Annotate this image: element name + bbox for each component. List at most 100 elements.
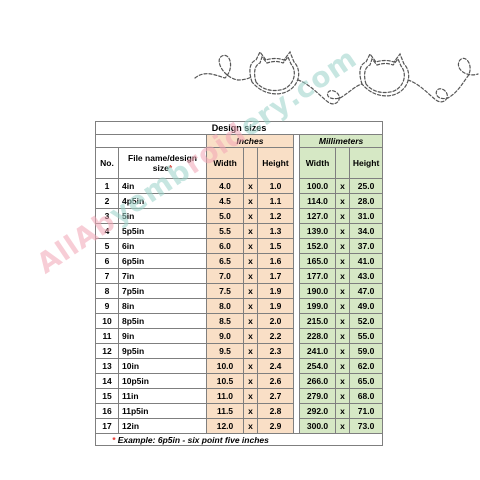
times-separator: x xyxy=(243,358,258,374)
row-number: 8 xyxy=(95,283,119,299)
file-name: 10p5in xyxy=(118,373,207,389)
height-inches: 1.0 xyxy=(257,178,294,194)
height-millimeters: 34.0 xyxy=(348,223,384,239)
height-millimeters: 43.0 xyxy=(348,268,384,284)
height-millimeters: 31.0 xyxy=(348,208,384,224)
table-row: 15 11in 11.0 x 2.7 279.0 x 68.0 xyxy=(95,388,384,404)
width-inches: 9.0 xyxy=(206,328,244,344)
width-millimeters: 228.0 xyxy=(299,328,336,344)
times-separator: x xyxy=(335,373,350,389)
table-row: 4 5p5in 5.5 x 1.3 139.0 x 34.0 xyxy=(95,223,384,239)
row-number: 12 xyxy=(95,343,119,359)
design-sizes-table: Design sizes Inches Millimeters No. File… xyxy=(94,121,384,446)
row-number: 14 xyxy=(95,373,119,389)
row-number: 15 xyxy=(95,388,119,404)
example-note-row: * Example: 6p5in - six point five inches xyxy=(94,433,384,446)
inch-separator-header xyxy=(243,147,258,179)
height-inches: 1.7 xyxy=(257,268,294,284)
height-inches: 2.8 xyxy=(257,403,294,419)
row-number: 10 xyxy=(95,313,119,329)
width-inches: 6.0 xyxy=(206,238,244,254)
file-name: 4in xyxy=(118,178,207,194)
height-inches: 1.3 xyxy=(257,223,294,239)
width-inches: 6.5 xyxy=(206,253,244,269)
table-row: 1 4in 4.0 x 1.0 100.0 x 25.0 xyxy=(95,178,384,194)
times-separator: x xyxy=(243,253,258,269)
width-millimeters: 292.0 xyxy=(299,403,336,419)
width-millimeters: 100.0 xyxy=(299,178,336,194)
row-number: 5 xyxy=(95,238,119,254)
height-millimeters: 25.0 xyxy=(348,178,384,194)
height-millimeters: 37.0 xyxy=(348,238,384,254)
width-millimeters: 215.0 xyxy=(299,313,336,329)
table-row: 10 8p5in 8.5 x 2.0 215.0 x 52.0 xyxy=(95,313,384,329)
table-row: 9 8in 8.0 x 1.9 199.0 x 49.0 xyxy=(95,298,384,314)
times-separator: x xyxy=(335,223,350,239)
height-inches: 1.2 xyxy=(257,208,294,224)
times-separator: x xyxy=(243,208,258,224)
table-row: 17 12in 12.0 x 2.9 300.0 x 73.0 xyxy=(95,418,384,434)
row-number: 9 xyxy=(95,298,119,314)
row-number: 7 xyxy=(95,268,119,284)
times-separator: x xyxy=(243,403,258,419)
width-millimeters: 139.0 xyxy=(299,223,336,239)
height-millimeters: 49.0 xyxy=(348,298,384,314)
times-separator: x xyxy=(335,418,350,434)
table-row: 16 11p5in 11.5 x 2.8 292.0 x 71.0 xyxy=(95,403,384,419)
group-spacer xyxy=(95,134,207,148)
no-header: No. xyxy=(95,147,119,179)
file-name: 7in xyxy=(118,268,207,284)
times-separator: x xyxy=(335,298,350,314)
height-inches: 1.9 xyxy=(257,298,294,314)
file-name: 11in xyxy=(118,388,207,404)
mm-separator-header xyxy=(335,147,350,179)
table-row: 13 10in 10.0 x 2.4 254.0 x 62.0 xyxy=(95,358,384,374)
height-inches: 2.3 xyxy=(257,343,294,359)
table-row: 3 5in 5.0 x 1.2 127.0 x 31.0 xyxy=(95,208,384,224)
file-name: 6in xyxy=(118,238,207,254)
note-text: Example: 6p5in - six point five inches xyxy=(117,434,269,445)
height-inches: 1.5 xyxy=(257,238,294,254)
file-name: 4p5in xyxy=(118,193,207,209)
width-millimeters: 254.0 xyxy=(299,358,336,374)
file-name: 8p5in xyxy=(118,313,207,329)
times-separator: x xyxy=(335,313,350,329)
width-inches: 12.0 xyxy=(206,418,244,434)
height-millimeters: 55.0 xyxy=(348,328,384,344)
times-separator: x xyxy=(243,418,258,434)
times-separator: x xyxy=(335,238,350,254)
file-name: 6p5in xyxy=(118,253,207,269)
height-millimeters: 73.0 xyxy=(348,418,384,434)
height-inches: 1.9 xyxy=(257,283,294,299)
times-separator: x xyxy=(243,373,258,389)
width-millimeters: 152.0 xyxy=(299,238,336,254)
width-millimeters: 241.0 xyxy=(299,343,336,359)
height-millimeters: 68.0 xyxy=(348,388,384,404)
note-asterisk: * xyxy=(112,434,116,445)
row-number: 13 xyxy=(95,358,119,374)
width-inches: 5.0 xyxy=(206,208,244,224)
times-separator: x xyxy=(243,343,258,359)
inch-height-header: Height xyxy=(257,147,294,179)
times-separator: x xyxy=(335,193,350,209)
width-millimeters: 279.0 xyxy=(299,388,336,404)
times-separator: x xyxy=(335,358,350,374)
height-inches: 2.6 xyxy=(257,373,294,389)
width-inches: 8.0 xyxy=(206,298,244,314)
file-name: 8in xyxy=(118,298,207,314)
table-row: 11 9in 9.0 x 2.2 228.0 x 55.0 xyxy=(95,328,384,344)
width-millimeters: 177.0 xyxy=(299,268,336,284)
width-millimeters: 165.0 xyxy=(299,253,336,269)
height-inches: 1.1 xyxy=(257,193,294,209)
width-millimeters: 114.0 xyxy=(299,193,336,209)
cat-head-border-design-preview xyxy=(194,50,479,105)
table-row: 8 7p5in 7.5 x 1.9 190.0 x 47.0 xyxy=(95,283,384,299)
file-name: 7p5in xyxy=(118,283,207,299)
row-number: 6 xyxy=(95,253,119,269)
height-inches: 2.0 xyxy=(257,313,294,329)
times-separator: x xyxy=(243,328,258,344)
times-separator: x xyxy=(335,208,350,224)
file-name: 9in xyxy=(118,328,207,344)
width-inches: 9.5 xyxy=(206,343,244,359)
inch-width-header: Width xyxy=(206,147,244,179)
